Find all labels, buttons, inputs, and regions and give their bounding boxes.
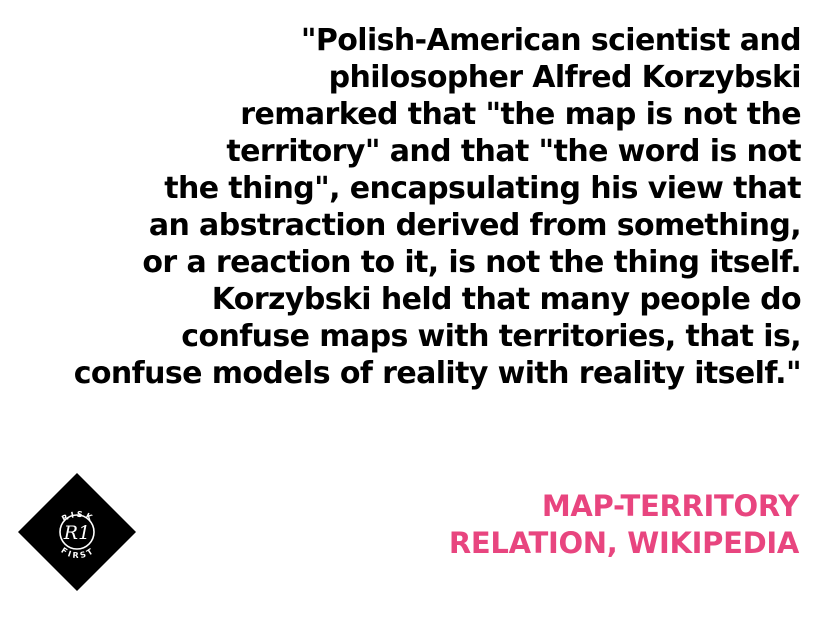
attribution-line: MAP-TERRITORY [541,489,799,523]
quote-line: Korzybski held that many people do [211,282,802,317]
quote-line: confuse maps with territories, that is, [181,319,801,354]
quote-text: "Polish-American scientist and philosoph… [1,22,802,392]
logo-top-text: RISK [60,510,95,524]
quote-line: remarked that "the map is not the [240,97,801,132]
attribution-line: RELATION, WIKIPEDIA [448,526,799,560]
quote-line: philosopher Alfred Korzybski [328,60,802,95]
quote-line: territory" and that "the word is not [226,134,801,169]
quote-line: an abstraction derived from something, [148,208,802,243]
quote-line: "Polish-American scientist and [300,23,802,58]
risk-first-logo: RISK FIRST R1 [18,473,136,591]
logo-monogram: R1 [63,522,90,544]
quote-line: confuse models of reality with reality i… [73,356,802,391]
logo-diamond [18,473,136,591]
quote-attribution: MAP-TERRITORY RELATION, WIKIPEDIA [449,488,799,562]
quote-line: the thing", encapsulating his view that [164,171,801,206]
quote-line: or a reaction to it, is not the thing it… [142,245,801,280]
logo-ring [59,514,95,550]
